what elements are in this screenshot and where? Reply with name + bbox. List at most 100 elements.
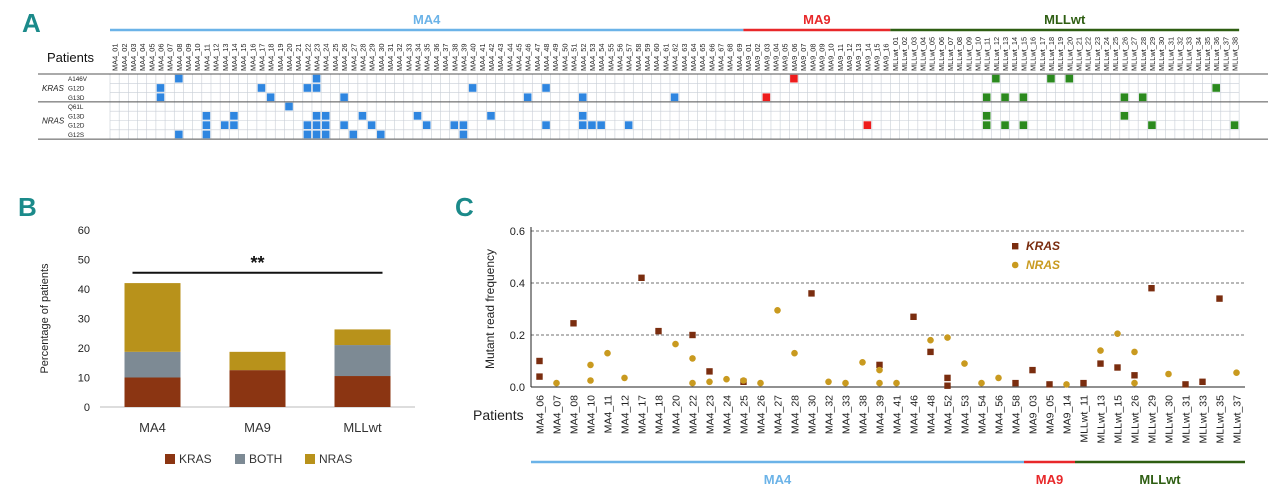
patient-label: MA4_11 [202, 44, 211, 71]
nras-point [689, 355, 696, 362]
patient-label: MA9_13 [854, 43, 863, 71]
patient-label: MLLwt_16 [1029, 37, 1038, 71]
mutation-cell [413, 112, 422, 120]
x-tick-label: MLLwt_30 [1164, 395, 1176, 444]
patient-label: MA4_08 [175, 43, 184, 71]
patient-label: MLLwt_04 [918, 37, 927, 71]
kras-point [808, 290, 815, 297]
bar-kras-ma9 [229, 370, 286, 407]
patient-label: MLLwt_37 [1221, 37, 1230, 71]
x-tick-label: MLLwt_11 [1079, 395, 1091, 443]
patient-label: MA4_35 [423, 43, 432, 71]
kras-point [927, 348, 934, 356]
mutation-cell [156, 84, 165, 92]
nras-point [825, 378, 832, 386]
patient-label: MLLwt_06 [937, 37, 946, 71]
patient-label: MA4_36 [432, 43, 441, 71]
patient-label: MA4_24 [322, 43, 331, 71]
nras-point [757, 379, 764, 387]
patient-label: MA9_11 [836, 44, 845, 71]
patient-label: MLLwt_03 [909, 37, 918, 71]
patient-label: MA4_52 [579, 43, 588, 71]
mutation-cell [578, 121, 587, 129]
nras-point [706, 378, 713, 386]
mutation-cell [459, 130, 468, 139]
mutation-cell [982, 93, 991, 102]
panel-label-a: A [22, 8, 41, 38]
patient-label: MA4_30 [377, 43, 386, 71]
patient-label: MA4_44 [505, 43, 514, 71]
legend-swatch-both [235, 454, 245, 464]
patient-label: MA4_54 [597, 43, 606, 71]
patient-label: MA4_51 [570, 43, 579, 71]
mutation-cell [588, 121, 596, 129]
patient-label: MLLwt_38 [1231, 37, 1240, 71]
row-label: G13D [68, 113, 85, 120]
y-tick-label: 60 [78, 225, 90, 237]
x-tick-label: MA4_54 [977, 395, 989, 434]
mutation-cell [863, 121, 872, 129]
patient-label: MA4_01 [111, 43, 120, 71]
kras-point [1012, 379, 1019, 387]
mutation-cell [312, 121, 321, 129]
legend-swatch-nras [305, 454, 315, 464]
x-tick-label: MA4_46 [909, 395, 921, 434]
nras-point [672, 340, 679, 348]
patient-label: MA4_27 [349, 43, 358, 71]
patient-label: MA9_16 [882, 43, 891, 71]
legend-swatch-kras [1012, 243, 1019, 250]
patient-label: MLLwt_25 [1111, 37, 1120, 71]
mutation-cell [624, 121, 633, 129]
row-label: G13D [68, 95, 85, 102]
nras-point [961, 360, 968, 367]
mutation-cell [982, 112, 991, 120]
nras-point [587, 377, 594, 384]
kras-point [1114, 364, 1121, 371]
y-tick-label: 40 [78, 284, 90, 296]
mutation-cell [578, 112, 587, 120]
nras-point [876, 366, 883, 374]
group-label-ma4: MA4 [413, 12, 441, 27]
patient-label: MA4_26 [340, 43, 349, 71]
mutation-cell [230, 121, 238, 129]
patient-label: MLLwt_15 [1019, 37, 1028, 71]
patient-label: MA4_47 [533, 43, 542, 71]
nras-point [1165, 370, 1172, 378]
kras-point [1080, 379, 1087, 387]
kras-point [944, 382, 951, 389]
mutation-cell [578, 93, 587, 102]
nras-point [1097, 347, 1104, 354]
patient-label: MA4_55 [606, 43, 615, 71]
patient-label: MA4_50 [560, 43, 569, 71]
bar-nras-ma9 [229, 351, 286, 371]
x-tick-label: MA4_06 [535, 395, 547, 434]
mutation-cell [266, 93, 275, 102]
patient-label: MA4_48 [542, 43, 551, 71]
patient-label: MLLwt_28 [1139, 37, 1148, 71]
heatmap-grid [109, 73, 1240, 140]
nras-point [1114, 330, 1121, 338]
mutation-cell [1001, 93, 1009, 102]
panel-a-patients-label: Patients [47, 50, 94, 65]
patient-label: MA4_69 [735, 43, 744, 71]
nras-point [621, 374, 628, 382]
x-tick-label-ma9: MA9 [244, 420, 271, 435]
x-tick-label: MLLwt_31 [1181, 395, 1193, 444]
x-tick-label: MA4_23 [705, 395, 717, 434]
nras-point [927, 336, 934, 344]
panel-b-bar-chart: 0 10 20 30 40 50 60 Percentage of patients MA4 MA… [39, 225, 415, 466]
x-tick-label: MA4_08 [569, 395, 581, 434]
patient-label: MA9_06 [790, 43, 799, 71]
patient-label: MA4_14 [230, 43, 239, 71]
mutation-cell [220, 121, 229, 129]
mutation-cell [1047, 74, 1055, 83]
patient-label: MLLwt_30 [1157, 37, 1166, 71]
patient-label: MLLwt_36 [1212, 37, 1221, 71]
patient-label: MA9_10 [827, 43, 836, 71]
bar-kras-ma4 [124, 377, 181, 407]
patient-label: MLLwt_10 [974, 37, 983, 71]
patient-label: MLLwt_26 [1120, 37, 1129, 71]
patient-label: MA4_45 [515, 43, 524, 71]
group-label-ma9: MA9 [1036, 472, 1063, 487]
patient-label: MA4_67 [716, 43, 725, 71]
